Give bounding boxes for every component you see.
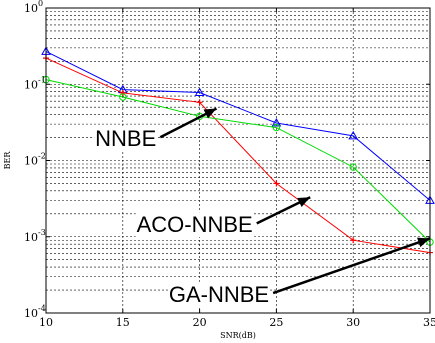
series-line xyxy=(45,50,431,201)
annotation-bg xyxy=(167,281,271,307)
x-tick-label: 20 xyxy=(193,316,207,329)
annotation-label: GA-NNBE xyxy=(169,282,269,307)
annotation-bg xyxy=(94,125,158,151)
x-tick-label: 25 xyxy=(269,316,283,329)
arrow-head xyxy=(417,237,430,248)
annotation-label: NNBE xyxy=(95,126,156,151)
data-point xyxy=(272,123,281,132)
y-tick-label: 10-4 xyxy=(24,304,46,320)
x-tick-label: 10 xyxy=(39,316,53,329)
data-point xyxy=(350,237,357,244)
data-point xyxy=(271,118,282,127)
y-axis-label: BER xyxy=(3,151,12,170)
data-point xyxy=(119,89,126,96)
data-point xyxy=(273,180,280,187)
y-tick-label: 10-2 xyxy=(24,152,46,168)
series-line xyxy=(45,57,431,254)
y-tick-label: 10-1 xyxy=(24,75,46,91)
data-point xyxy=(119,93,127,101)
x-tick-label: 35 xyxy=(423,316,435,329)
x-tick-label: 30 xyxy=(346,316,360,329)
annotation-bg xyxy=(135,212,254,238)
data-point xyxy=(348,130,359,140)
ticks: 10 15 20 25 30 35 100 10-1 10-2 10-3 10-4 xyxy=(24,0,435,329)
grid xyxy=(46,8,430,313)
data-point xyxy=(349,163,357,171)
series-line xyxy=(45,79,431,243)
annotation-arrow xyxy=(272,237,431,295)
x-axis-label: SNR(dB) xyxy=(220,331,256,340)
y-tick-label: 10-3 xyxy=(24,228,46,244)
annotation-label: ACO-NNBE xyxy=(137,212,253,237)
y-tick-label: 100 xyxy=(24,0,43,15)
data-point xyxy=(194,87,205,96)
data-point xyxy=(196,99,203,106)
x-tick-label: 15 xyxy=(116,316,130,329)
annotations: NNBE ACO-NNBE GA-NNBE xyxy=(94,107,431,307)
arrow-head xyxy=(297,197,311,207)
arrow-head xyxy=(203,108,217,119)
